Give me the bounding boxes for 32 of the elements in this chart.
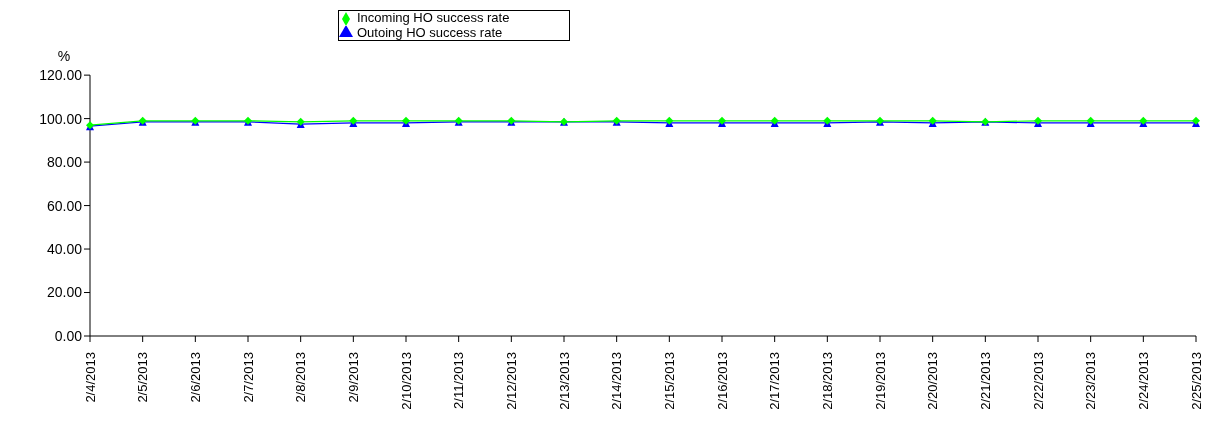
- x-tick-label: 2/19/2013: [872, 352, 888, 410]
- y-tick-label: 100.00: [39, 110, 83, 127]
- x-tick-label: 2/25/2013: [1188, 352, 1204, 410]
- x-tick-label: 2/12/2013: [503, 352, 519, 410]
- x-tick-label: 2/18/2013: [819, 352, 835, 410]
- y-tick-label: 40.00: [46, 241, 83, 258]
- x-tick-label: 2/22/2013: [1030, 352, 1046, 410]
- x-tick-label: 2/10/2013: [398, 352, 414, 410]
- legend-label: Outoing HO success rate: [357, 24, 503, 40]
- x-tick-label: 2/9/2013: [345, 352, 361, 403]
- x-tick-label: 2/7/2013: [240, 352, 256, 403]
- x-tick-label: 2/23/2013: [1083, 352, 1099, 410]
- x-tick-label: 2/8/2013: [293, 352, 309, 403]
- x-tick-label: 2/14/2013: [609, 352, 625, 410]
- y-tick-label: 80.00: [46, 154, 83, 171]
- legend-label: Incoming HO success rate: [357, 10, 510, 25]
- y-tick-label: 120.00: [39, 67, 83, 84]
- x-tick-label: 2/15/2013: [661, 352, 677, 410]
- x-tick-label: 2/5/2013: [135, 352, 151, 403]
- x-tick-label: 2/13/2013: [556, 352, 572, 410]
- x-tick-label: 2/21/2013: [977, 352, 993, 410]
- y-tick-label: 0.00: [54, 327, 83, 344]
- x-tick-label: 2/6/2013: [187, 352, 203, 403]
- y-tick-label: 60.00: [46, 197, 83, 214]
- y-tick-label: 20.00: [46, 284, 83, 301]
- x-tick-label: 2/11/2013: [451, 352, 467, 409]
- x-tick-label: 2/24/2013: [1135, 352, 1151, 410]
- x-tick-label: 2/4/2013: [82, 352, 98, 403]
- y-axis-title: %: [57, 48, 71, 65]
- x-tick-label: 2/20/2013: [925, 352, 941, 410]
- x-tick-label: 2/16/2013: [714, 352, 730, 410]
- x-tick-label: 2/17/2013: [767, 352, 783, 410]
